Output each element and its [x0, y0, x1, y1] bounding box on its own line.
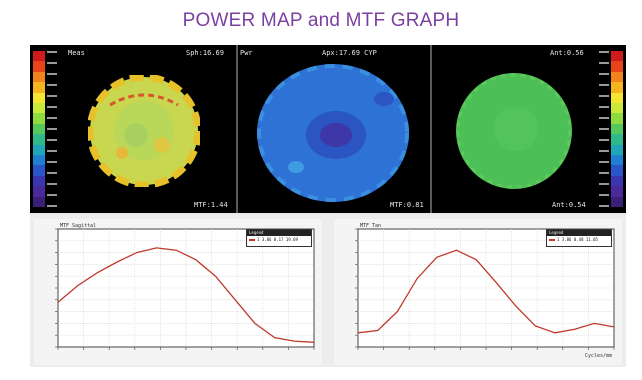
scale-tick — [599, 139, 609, 141]
chart-title: MTF Sagittal — [60, 223, 96, 229]
power-map-strip: Meas Sph:16.69 MTF:1.44 Pwr Apx:17.69 CY… — [30, 45, 626, 213]
scale-tick — [47, 150, 57, 152]
scale-tick — [599, 183, 609, 185]
scale-swatch — [33, 113, 45, 124]
scale-swatch — [611, 61, 623, 72]
mtf-legend-right-header: Legend — [547, 230, 611, 236]
scale-tick — [599, 194, 609, 196]
scale-tick — [47, 117, 57, 119]
x-axis-label: Cycles/mm — [585, 353, 612, 359]
center-power-map-disc — [257, 64, 409, 202]
legend-swatch — [249, 239, 255, 241]
right-map-title: Ant:0.56 — [550, 49, 584, 57]
power-map-mtf-panel: Meas Sph:16.69 MTF:1.44 Pwr Apx:17.69 CY… — [30, 45, 626, 367]
scale-swatch — [33, 71, 45, 83]
scale-tick — [599, 106, 609, 108]
scale-tick — [47, 205, 57, 207]
left-map-mtf-value: MTF:1.44 — [194, 201, 228, 209]
scale-swatch — [611, 123, 623, 135]
scale-tick — [47, 106, 57, 108]
scale-swatch — [611, 92, 623, 104]
mtf-legend-right: Legend 1 3.86 0.48 11.05 — [546, 229, 612, 247]
scale-tick — [599, 161, 609, 163]
scale-tick — [599, 51, 609, 53]
scale-swatch — [611, 51, 623, 62]
scale-swatch — [33, 103, 45, 114]
mtf-graph-left: MTF Sagittal Legend 1 3.86 0.17 19.69 — [34, 219, 322, 365]
right-power-map-disc — [456, 73, 572, 189]
scale-swatch — [611, 155, 623, 166]
page-title: POWER MAP and MTF GRAPH — [182, 10, 460, 31]
scale-swatch — [33, 92, 45, 104]
scale-swatch — [33, 61, 45, 72]
scale-tick — [47, 161, 57, 163]
right-color-scale — [611, 51, 623, 208]
left-map-sphere-value: Sph:16.69 — [186, 49, 224, 57]
mtf-graph-strip: MTF Sagittal Legend 1 3.86 0.17 19.69 MT… — [30, 215, 626, 367]
mtf-graph-right: MTF Tan Cycles/mm Legend 1 3.86 0.48 11.0… — [334, 219, 622, 365]
mtf-legend-right-entry: 1 3.86 0.48 11.05 — [547, 236, 611, 244]
scale-tick — [599, 73, 609, 75]
scale-tick — [47, 95, 57, 97]
scale-swatch — [33, 82, 45, 93]
scale-tick — [47, 51, 57, 53]
scale-tick — [47, 62, 57, 64]
mtf-legend-left-entry: 1 3.86 0.17 19.69 — [247, 236, 311, 244]
scale-tick — [47, 84, 57, 86]
scale-swatch — [33, 196, 45, 208]
left-color-scale — [33, 51, 45, 208]
center-map-mtf-value: MTF:0.81 — [390, 201, 424, 209]
scale-swatch — [33, 123, 45, 135]
map-divider-left — [236, 45, 238, 213]
mtf-curve — [57, 247, 315, 343]
scale-swatch — [611, 175, 623, 187]
scale-swatch — [33, 134, 45, 145]
map-divider-right — [430, 45, 432, 213]
scale-swatch — [33, 155, 45, 166]
scale-tick — [599, 205, 609, 207]
scale-tick — [599, 117, 609, 119]
mtf-legend-left-entry-text: 1 3.86 0.17 19.69 — [257, 237, 298, 242]
mtf-legend-right-entry-text: 1 3.86 0.48 11.05 — [557, 237, 598, 242]
scale-tick — [47, 183, 57, 185]
scale-swatch — [611, 82, 623, 93]
scale-swatch — [611, 71, 623, 83]
scale-swatch — [611, 144, 623, 156]
chart-title: MTF Tan — [360, 223, 381, 229]
scale-tick — [599, 128, 609, 130]
right-map-footer-value: Ant:0.54 — [552, 201, 586, 209]
scale-tick — [599, 172, 609, 174]
scale-swatch — [33, 144, 45, 156]
scale-swatch — [611, 165, 623, 176]
scale-tick — [47, 139, 57, 141]
mtf-legend-left-header: Legend — [247, 230, 311, 236]
scale-swatch — [611, 113, 623, 124]
scale-tick — [599, 95, 609, 97]
scale-swatch — [33, 51, 45, 62]
scale-swatch — [33, 175, 45, 187]
legend-swatch — [549, 239, 555, 241]
mtf-legend-left: Legend 1 3.86 0.17 19.69 — [246, 229, 312, 247]
scale-tick — [47, 194, 57, 196]
left-power-map-disc — [88, 75, 200, 187]
scale-swatch — [611, 134, 623, 145]
scale-tick — [47, 128, 57, 130]
right-scale-ticks — [599, 51, 609, 207]
center-map-title: Pwr — [240, 49, 253, 57]
scale-tick — [47, 73, 57, 75]
left-map-title: Meas — [68, 49, 85, 57]
scale-swatch — [611, 103, 623, 114]
mtf-chart-right: MTF Tan Cycles/mm — [334, 219, 622, 365]
scale-swatch — [33, 165, 45, 176]
scale-tick — [599, 150, 609, 152]
scale-swatch — [611, 196, 623, 208]
mtf-curve — [357, 249, 615, 334]
scale-swatch — [33, 186, 45, 197]
scale-tick — [599, 62, 609, 64]
scale-swatch — [611, 186, 623, 197]
scale-tick — [47, 172, 57, 174]
scale-tick — [599, 84, 609, 86]
left-scale-ticks — [47, 51, 57, 207]
center-map-apex-value: Apx:17.69 CYP — [322, 49, 377, 57]
